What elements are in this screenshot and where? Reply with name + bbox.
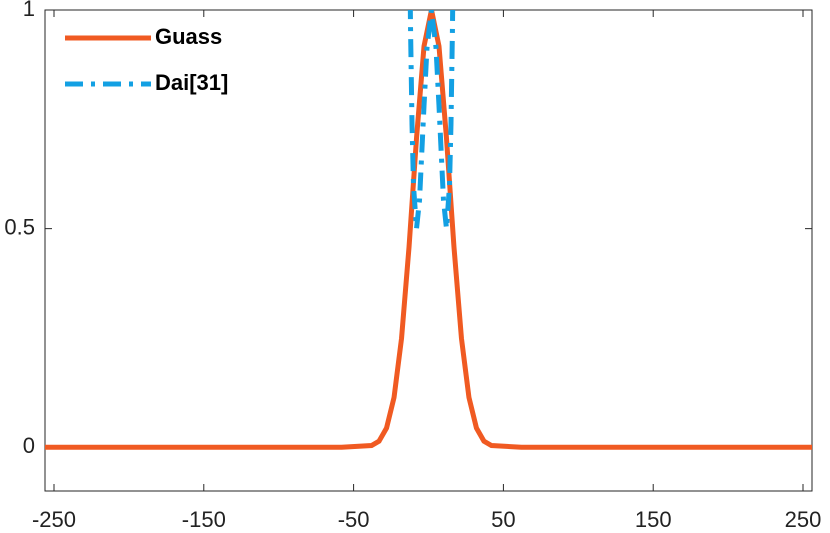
y-tick-label: 1 [23, 0, 35, 21]
legend-label: Dai[31] [155, 70, 228, 95]
x-tick-label: -50 [338, 507, 370, 532]
x-tick-label: 50 [491, 507, 515, 532]
legend-label: Guass [155, 24, 222, 49]
x-tick-label: -250 [32, 507, 76, 532]
series-line [45, 10, 812, 450]
x-tick-label: 250 [785, 507, 822, 532]
series-line [407, 10, 456, 229]
plot-frame [44, 9, 813, 492]
y-tick-label: 0.5 [4, 214, 35, 239]
y-tick-label: 0 [23, 433, 35, 458]
x-tick-label: -150 [182, 507, 226, 532]
x-tick-label: 150 [635, 507, 672, 532]
